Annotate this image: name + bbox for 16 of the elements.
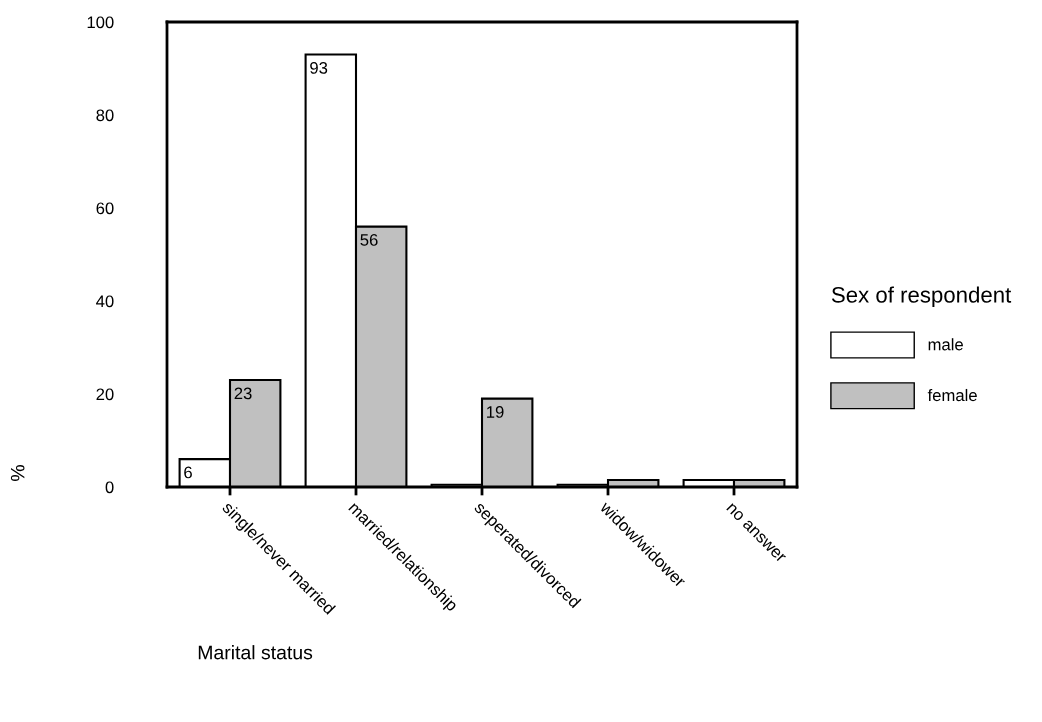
x-axis-title: Marital status	[198, 645, 313, 660]
data-label: 93	[310, 61, 328, 74]
y-tick-label: 100	[87, 16, 114, 29]
legend-label: male	[928, 338, 963, 351]
y-tick-label: 0	[105, 481, 114, 494]
y-tick-label: 80	[96, 109, 114, 122]
y-axis-title: %	[10, 465, 25, 481]
legend-title: Sex of respondent	[831, 286, 1012, 308]
data-label: 6	[184, 466, 192, 479]
data-label: 23	[234, 387, 252, 400]
data-label: 56	[360, 234, 378, 246]
data-label: 19	[487, 406, 504, 418]
y-tick-label: 60	[96, 202, 114, 215]
y-tick-label: 20	[96, 388, 114, 401]
y-tick-label: 40	[96, 295, 114, 308]
legend-label: female	[927, 388, 977, 402]
